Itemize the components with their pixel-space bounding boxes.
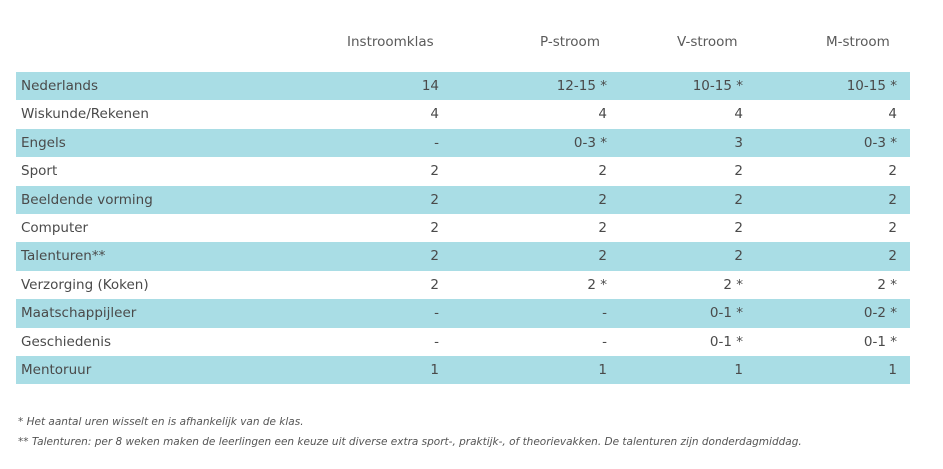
cell-instroomklas: 2 bbox=[430, 248, 439, 265]
cell-m-stroom: 4 bbox=[888, 106, 897, 123]
cell-p-stroom: 0-3 * bbox=[573, 134, 607, 151]
cell-p-stroom: 4 bbox=[598, 106, 607, 123]
subject-label: Nederlands bbox=[21, 78, 99, 94]
cell-p-stroom: 2 bbox=[598, 248, 607, 265]
footnote-1: * Het aantal uren wisselt en is afhankel… bbox=[18, 416, 304, 428]
cell-instroomklas: 14 bbox=[421, 78, 439, 94]
cell-p-stroom: 1 bbox=[598, 361, 607, 378]
cell-v-stroom: 10-15 * bbox=[692, 78, 743, 94]
timetable: Instroomklas P-stroom V-stroom M-stroom … bbox=[16, 28, 910, 385]
subject-label: Verzorging (Koken) bbox=[21, 276, 149, 293]
cell-m-stroom: 2 * bbox=[877, 276, 897, 293]
header-m-stroom: M-stroom bbox=[826, 34, 890, 50]
header-instroomklas: Instroomklas bbox=[347, 34, 434, 50]
cell-v-stroom: 4 bbox=[734, 106, 743, 123]
cell-v-stroom: 2 bbox=[734, 219, 743, 236]
cell-instroomklas: - bbox=[434, 134, 439, 151]
cell-p-stroom: 2 * bbox=[587, 276, 607, 293]
cell-m-stroom: 2 bbox=[888, 248, 897, 265]
subject-label: Beeldende vorming bbox=[21, 191, 153, 208]
subject-label: Mentoruur bbox=[21, 361, 92, 378]
cell-v-stroom: 0-1 * bbox=[709, 305, 743, 322]
header-v-stroom: V-stroom bbox=[677, 34, 738, 50]
cell-m-stroom: 2 bbox=[888, 163, 897, 180]
cell-instroomklas: 2 bbox=[430, 219, 439, 236]
cell-v-stroom: 2 bbox=[734, 248, 743, 265]
cell-v-stroom: 2 bbox=[734, 191, 743, 208]
cell-instroomklas: 4 bbox=[430, 106, 439, 123]
cell-v-stroom: 1 bbox=[734, 361, 743, 378]
cell-m-stroom: 0-1 * bbox=[863, 333, 897, 350]
table-row: Wiskunde/Rekenen 4 4 4 4 bbox=[16, 100, 910, 128]
table-row: Verzorging (Koken) 2 2 * 2 * 2 * bbox=[16, 271, 910, 299]
table-row: Beeldende vorming 2 2 2 2 bbox=[16, 185, 910, 214]
table-row: Geschiedenis - - 0-1 * 0-1 * bbox=[16, 328, 910, 356]
table-row: Maatschappijleer - - 0-1 * 0-2 * bbox=[16, 299, 910, 328]
table-header: Instroomklas P-stroom V-stroom M-stroom bbox=[16, 28, 910, 58]
cell-p-stroom: - bbox=[602, 333, 607, 350]
table-row: Talenturen** 2 2 2 2 bbox=[16, 242, 910, 271]
cell-m-stroom: 0-2 * bbox=[863, 305, 897, 322]
subject-label: Geschiedenis bbox=[21, 333, 112, 350]
cell-v-stroom: 2 bbox=[734, 163, 743, 180]
subject-label: Talenturen** bbox=[21, 248, 106, 265]
cell-p-stroom: 12-15 * bbox=[556, 78, 607, 94]
header-p-stroom: P-stroom bbox=[540, 34, 600, 50]
cell-instroomklas: 2 bbox=[430, 191, 439, 208]
table-body: Nederlands 14 12-15 * 10-15 * 10-15 * Wiskund… bbox=[16, 72, 910, 385]
cell-p-stroom: 2 bbox=[598, 163, 607, 180]
subject-label: Engels bbox=[21, 134, 66, 151]
cell-m-stroom: 10-15 * bbox=[846, 78, 897, 94]
cell-v-stroom: 3 bbox=[734, 134, 743, 151]
cell-m-stroom: 2 bbox=[888, 191, 897, 208]
footnote-2: ** Talenturen: per 8 weken maken de leer… bbox=[18, 436, 802, 448]
cell-instroomklas: 2 bbox=[430, 276, 439, 293]
cell-v-stroom: 2 * bbox=[723, 276, 743, 293]
table-row: Nederlands 14 12-15 * 10-15 * 10-15 * bbox=[16, 72, 910, 101]
table-row: Computer 2 2 2 2 bbox=[16, 214, 910, 242]
subject-label: Maatschappijleer bbox=[21, 305, 137, 322]
table-row: Engels - 0-3 * 3 0-3 * bbox=[16, 128, 910, 158]
cell-p-stroom: 2 bbox=[598, 191, 607, 208]
cell-p-stroom: - bbox=[602, 305, 607, 322]
subject-label: Wiskunde/Rekenen bbox=[21, 106, 149, 123]
table-row: Mentoruur 1 1 1 1 bbox=[16, 355, 910, 385]
table-row: Sport 2 2 2 2 bbox=[16, 157, 910, 185]
cell-m-stroom: 1 bbox=[888, 361, 897, 378]
subject-label: Sport bbox=[21, 163, 58, 180]
footnotes: * Het aantal uren wisselt en is afhankel… bbox=[18, 412, 802, 452]
cell-instroomklas: 1 bbox=[430, 361, 439, 378]
cell-m-stroom: 0-3 * bbox=[863, 134, 897, 151]
cell-instroomklas: 2 bbox=[430, 163, 439, 180]
cell-v-stroom: 0-1 * bbox=[709, 333, 743, 350]
subject-label: Computer bbox=[21, 219, 89, 236]
cell-instroomklas: - bbox=[434, 305, 439, 322]
cell-m-stroom: 2 bbox=[888, 219, 897, 236]
cell-instroomklas: - bbox=[434, 333, 439, 350]
cell-p-stroom: 2 bbox=[598, 219, 607, 236]
